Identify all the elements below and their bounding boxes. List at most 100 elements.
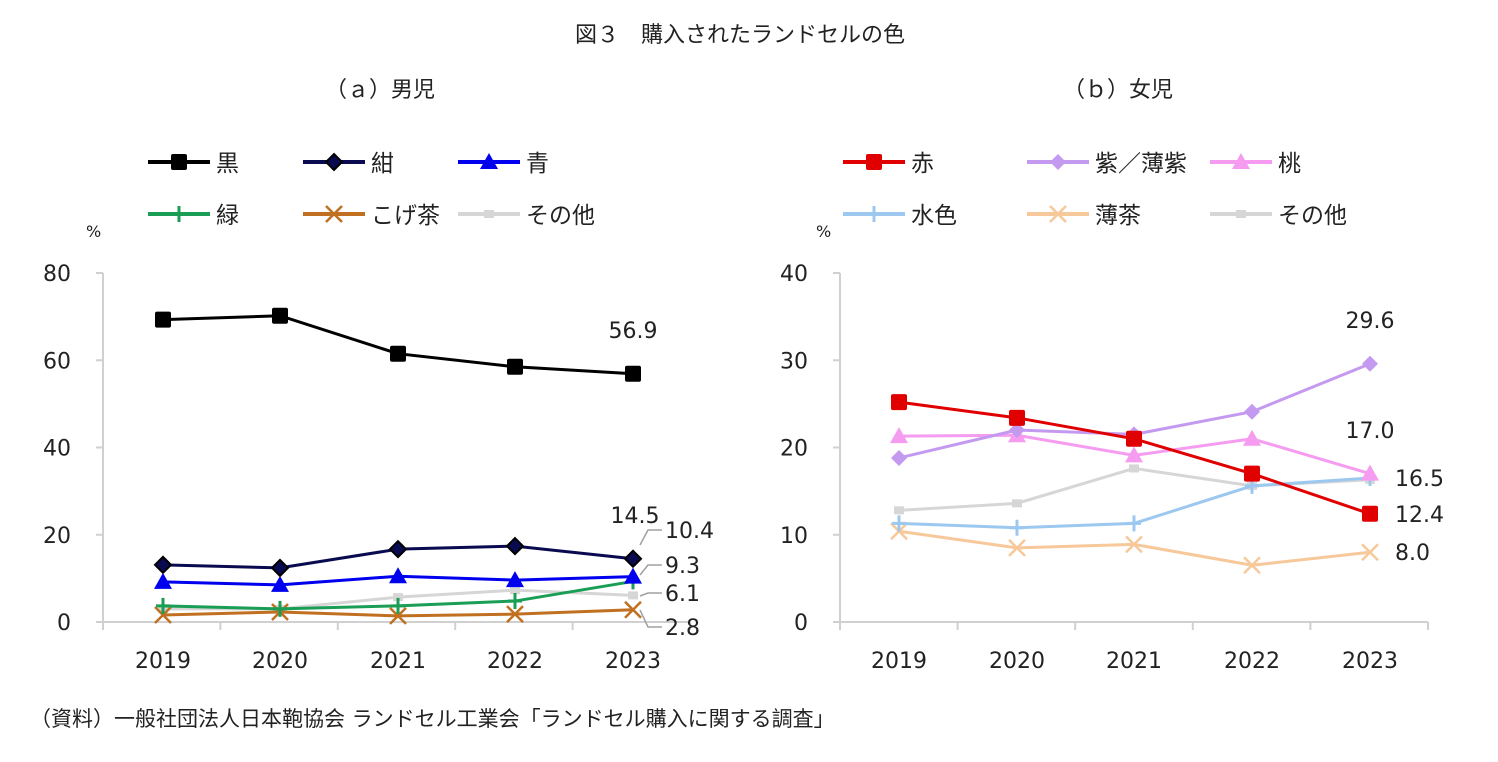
data-point	[1125, 535, 1143, 554]
data-label: 9.3	[665, 554, 700, 579]
legend-item: 紫／薄紫	[1027, 151, 1187, 177]
series-薄茶	[890, 522, 1379, 575]
data-point	[389, 567, 407, 584]
series-その他	[894, 464, 1375, 515]
data-point	[156, 597, 170, 614]
figure-title: 図３ 購入されたランドセルの色	[575, 23, 905, 48]
data-point	[624, 600, 642, 619]
data-point	[154, 606, 172, 624]
x-tick-label: 2022	[1224, 649, 1280, 674]
x-tick-label: 2020	[989, 649, 1045, 674]
legend-label: 桃	[1278, 151, 1301, 177]
data-point	[390, 345, 406, 362]
data-label: 10.4	[665, 519, 714, 544]
legend-label: 紫／薄紫	[1095, 151, 1187, 177]
legend-label: 青	[526, 151, 549, 177]
legend-marker	[172, 206, 186, 222]
y-tick-label: 0	[57, 611, 71, 636]
series-line	[162, 314, 634, 376]
legend-item: その他	[1210, 203, 1347, 229]
series-こげ茶	[154, 600, 642, 625]
series-黒	[155, 307, 641, 382]
data-point	[624, 567, 642, 584]
data-point	[890, 427, 908, 444]
leader-line	[639, 529, 662, 546]
y-tick-label: 80	[43, 262, 71, 287]
data-point	[1125, 446, 1143, 463]
legend-label: その他	[526, 203, 595, 229]
x-tick-label: 2022	[487, 649, 543, 674]
data-label: 29.6	[1346, 309, 1395, 334]
legend-item: 青	[458, 151, 549, 177]
y-tick-label: 40	[43, 437, 71, 462]
panel-title: （ｂ）女児	[1063, 78, 1173, 103]
legend-label: その他	[1278, 203, 1347, 229]
data-point	[1012, 499, 1022, 508]
data-label: 17.0	[1346, 419, 1395, 444]
data-point	[1244, 465, 1260, 482]
y-tick-label: 20	[43, 524, 71, 549]
data-point	[272, 307, 288, 324]
data-label: 6.1	[665, 582, 700, 607]
legend-marker	[324, 152, 344, 172]
data-point	[505, 536, 525, 556]
data-point	[1243, 556, 1261, 575]
x-tick-label: 2021	[1106, 649, 1162, 674]
y-tick-label: 0	[794, 611, 808, 636]
data-point	[389, 607, 407, 625]
data-point	[155, 311, 171, 328]
chart-panel-b: （ｂ）女児% 0 10 20 30 40 2019 2020 2021 2022 2023 12.4 2…	[780, 78, 1444, 674]
x-tick-label: 2021	[370, 649, 426, 674]
data-point	[623, 549, 643, 569]
leader-line	[639, 609, 662, 628]
legend-marker	[1236, 210, 1246, 218]
legend-label: こげ茶	[371, 203, 440, 229]
data-point	[510, 586, 520, 595]
data-point	[1127, 515, 1141, 532]
legend-label: 赤	[911, 151, 934, 177]
data-point	[154, 572, 172, 589]
x-tick-label: 2023	[1342, 649, 1398, 674]
data-point	[1129, 464, 1139, 473]
series-赤	[891, 394, 1378, 522]
data-label: 2.8	[665, 616, 700, 641]
data-point	[1243, 429, 1261, 446]
data-point	[506, 605, 524, 624]
legend-item: 薄茶	[1027, 203, 1141, 229]
legend-marker	[325, 205, 343, 223]
legend-label: 黒	[216, 151, 239, 177]
legend-marker	[867, 206, 881, 222]
data-point	[506, 571, 524, 588]
leader-line	[639, 592, 662, 597]
series-桃	[890, 426, 1379, 481]
x-tick-label: 2023	[605, 649, 661, 674]
data-point	[507, 358, 523, 375]
series-水色	[892, 470, 1377, 536]
data-label: 12.4	[1395, 503, 1444, 528]
chart-panel-a: （ａ）男児% 0 20 40 60 80 2019 2020 2021 2022 2023 56.9 1…	[43, 78, 714, 674]
data-point	[388, 539, 408, 559]
data-label: 8.0	[1395, 541, 1430, 566]
legend-marker	[484, 210, 494, 218]
y-tick-label: 60	[43, 349, 71, 374]
data-label: 16.5	[1395, 467, 1444, 492]
legend-marker	[1050, 154, 1066, 170]
x-tick-label: 2019	[135, 649, 191, 674]
y-tick-label: 20	[780, 437, 808, 462]
data-label: 14.5	[611, 504, 660, 529]
legend-label: 緑	[216, 203, 239, 229]
y-tick-label: 30	[780, 349, 808, 374]
y-unit-label: %	[816, 222, 831, 241]
series-紺	[153, 536, 643, 578]
data-point	[1362, 505, 1378, 522]
legend-item: その他	[458, 203, 595, 229]
legend-item: 黒	[148, 151, 239, 177]
data-point	[273, 600, 287, 617]
data-point	[1244, 403, 1260, 420]
y-tick-label: 40	[780, 262, 808, 287]
data-point	[271, 575, 289, 592]
leader-line	[639, 564, 662, 576]
legend-marker	[171, 154, 187, 170]
y-tick-label: 10	[780, 524, 808, 549]
